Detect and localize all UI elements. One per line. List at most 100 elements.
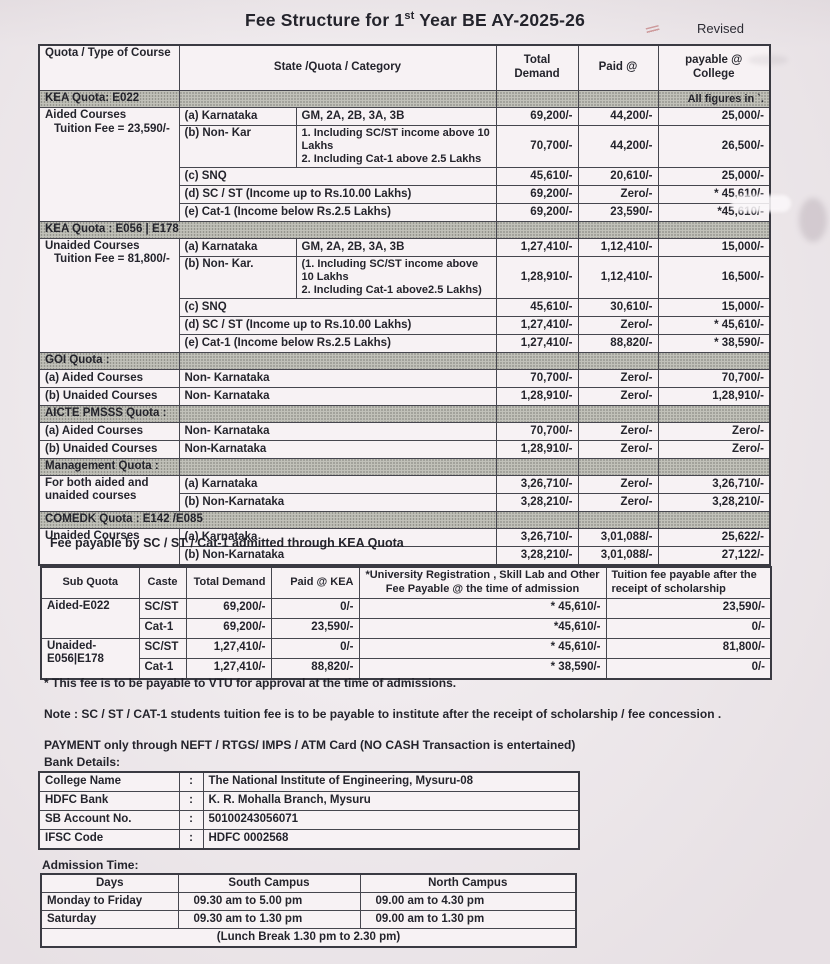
table-row: (Lunch Break 1.30 pm to 2.30 pm) — [40, 928, 577, 948]
category: Non-Karnataka — [178, 439, 497, 459]
band-filler — [577, 404, 659, 423]
header-paid-at: Paid @ — [577, 44, 659, 91]
total-demand-value: 1,27,410/- — [185, 637, 272, 659]
header-paid-kea: Paid @ KEA — [270, 566, 360, 599]
scst-fee-table-wrap: Sub Quota Caste Total Demand Paid @ KEA … — [40, 566, 772, 680]
payment-instruction: PAYMENT only through NEFT / RTGS/ IMPS /… — [44, 738, 576, 752]
row-label: (a) Aided Courses — [38, 421, 180, 441]
tuition-after-value: 23,590/- — [605, 597, 772, 619]
sub-quota-line: E056|E178 — [47, 653, 104, 666]
title-superscript: st — [404, 10, 415, 23]
band-filler — [495, 404, 579, 423]
total-demand-value: 3,26,710/- — [495, 527, 579, 547]
north-campus-hours: 09.00 am to 1.30 pm — [359, 910, 577, 929]
paid-value: 23,590/- — [577, 202, 659, 222]
total-demand-value: 3,28,210/- — [495, 545, 579, 566]
table-row: (b) Non- Kar. (1. Including SC/ST income… — [39, 255, 771, 299]
table-row: (b) Unaided Courses Non- Karnataka 1,28,… — [38, 386, 771, 406]
category-line: 2. Including Cat-1 above 2.5 Lakhs — [301, 152, 482, 165]
header-state-quota-category: State /Quota / Category — [178, 44, 497, 91]
payable-value: * 45,610/- — [657, 315, 771, 335]
payable-value: 70,700/- — [657, 368, 771, 388]
bank-field-value: HDFC 0002568 — [202, 829, 580, 850]
payable-value: 27,122/- — [657, 545, 771, 566]
category: Non- Karnataka — [178, 386, 497, 406]
colon-separator: : — [178, 829, 204, 850]
paid-kea-value: 0/- — [270, 637, 360, 659]
tuition-fee: Tuition Fee = 81,800/- — [54, 253, 170, 266]
total-demand-value: 70,700/- — [495, 421, 579, 441]
payable-value: 25,000/- — [657, 166, 771, 186]
band-label: Management Quota : — [38, 457, 180, 476]
paid-value: 44,200/- — [577, 107, 659, 126]
section-band-comedk: COMEDK Quota : E142 /E085 — [38, 510, 771, 529]
course-type: Aided Courses — [45, 109, 127, 121]
band-label: KEA Quota: E022 — [38, 90, 180, 108]
band-filler — [577, 457, 659, 476]
category-line: 2. Including Cat-1 above2.5 Lakhs) — [301, 283, 482, 296]
total-demand-value: 3,26,710/- — [495, 474, 579, 494]
south-campus-hours: 09.30 am to 1.30 pm — [177, 910, 361, 929]
bank-field-label: HDFC Bank — [38, 791, 180, 811]
band-filler — [657, 404, 771, 423]
sub-label: (d) SC / ST (Income up to Rs.10.00 Lakhs… — [178, 184, 497, 204]
bank-field-value: The National Institute of Engineering, M… — [202, 771, 580, 792]
table-row: Saturday 09.30 am to 1.30 pm 09.00 am to… — [40, 910, 577, 929]
band-filler — [577, 510, 659, 529]
band-filler — [495, 351, 579, 370]
bank-field-value: 50100243056071 — [202, 810, 580, 830]
all-figures-note: All figures in `. — [657, 90, 771, 108]
band-filler — [577, 220, 659, 239]
band-label: AICTE PMSSS Quota : — [38, 404, 180, 423]
day-range: Monday to Friday — [40, 892, 179, 911]
paid-value: Zero/- — [577, 368, 659, 388]
header-days: Days — [40, 873, 179, 893]
table-row: (b) Non-Karnataka 3,28,210/- 3,01,088/- … — [39, 545, 771, 566]
category: Non- Karnataka — [178, 421, 497, 441]
table-row: Cat-1 1,27,410/- 88,820/- * 38,590/- 0/- — [41, 657, 772, 679]
payable-value: 26,500/- — [657, 125, 771, 168]
band-filler — [657, 457, 771, 476]
paid-value: Zero/- — [577, 492, 659, 512]
band-filler — [577, 351, 659, 370]
whiteout-smudge — [731, 195, 791, 212]
table-row: (b) Non-Karnataka 3,28,210/- Zero/- 3,28… — [39, 492, 771, 512]
admission-time-table: Days South Campus North Campus Monday to… — [40, 873, 577, 948]
sub-label: (c) SNQ — [178, 297, 497, 317]
band-label: COMEDK Quota : E142 /E085 — [38, 510, 497, 529]
header-caste: Caste — [138, 566, 187, 599]
table-row: Unaided- E056|E178 SC/ST 1,27,410/- 0/- … — [40, 637, 772, 679]
total-demand-value: 69,200/- — [185, 617, 272, 639]
bank-field-label: College Name — [38, 771, 180, 792]
colon-separator: : — [178, 771, 204, 792]
category: GM, 2A, 2B, 3A, 3B — [295, 237, 497, 257]
band-filler — [657, 220, 771, 239]
registration-fee-value: * 38,590/- — [358, 657, 607, 679]
tuition-after-value: 0/- — [605, 617, 772, 639]
caste: SC/ST — [138, 597, 187, 619]
total-demand-value: 1,27,410/- — [495, 333, 579, 353]
page-title: Fee Structure for 1st Year BE AY-2025-26 — [0, 10, 830, 31]
caste: Cat-1 — [138, 617, 187, 639]
bank-details-table-wrap: College Name : The National Institute of… — [38, 771, 580, 850]
table-row: (b) Unaided Courses Non-Karnataka 1,28,9… — [38, 439, 771, 459]
total-demand-value: 69,200/- — [185, 597, 272, 619]
row-label: (b) Unaided Courses — [38, 439, 180, 459]
tuition-fee: Tuition Fee = 23,590/- — [54, 122, 170, 135]
paid-value: Zero/- — [577, 474, 659, 494]
sub-label: (d) SC / ST (Income up to Rs.10.00 Lakhs… — [178, 315, 497, 335]
sub-label: (b) Non-Karnataka — [178, 545, 497, 566]
sub-label: (a) Karnataka — [178, 237, 297, 257]
bank-details-heading: Bank Details: — [44, 755, 121, 769]
total-demand-value: 1,27,410/- — [495, 315, 579, 335]
bank-details-table: College Name : The National Institute of… — [38, 771, 580, 850]
table-row: For both aided and unaided courses (a) K… — [38, 474, 771, 512]
header-total-demand: Total Demand — [185, 566, 272, 599]
paid-value: 1,12,410/- — [577, 255, 659, 299]
payable-value: * 38,590/- — [657, 333, 771, 353]
admission-time-heading: Admission Time: — [42, 858, 139, 872]
vtu-footnote: * This fee is to be payable to VTU for a… — [44, 676, 457, 690]
table-row: SB Account No. : 50100243056071 — [38, 810, 580, 830]
revised-label: Revised — [697, 21, 744, 36]
row-head-unaided-courses: Unaided Courses Tuition Fee = 81,800/- — [38, 237, 180, 353]
